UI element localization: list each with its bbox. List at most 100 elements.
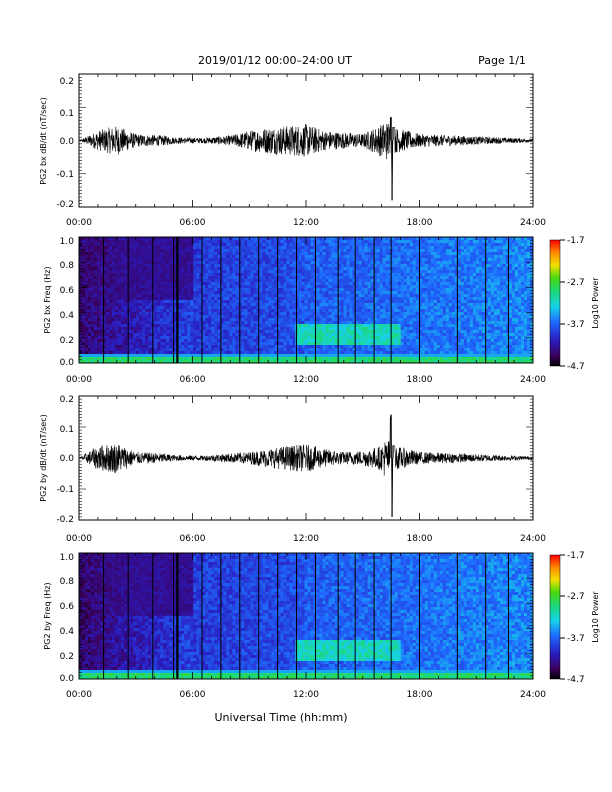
spectrogram-cell — [304, 264, 308, 268]
spectrogram-cell — [253, 324, 257, 328]
spectrogram-cell — [133, 351, 137, 355]
spectrogram-cell — [160, 279, 164, 283]
spectrogram-cell — [97, 255, 101, 259]
spectrogram-cell — [280, 351, 284, 355]
spectrogram-cell — [205, 240, 209, 244]
spectrogram-cell — [382, 324, 387, 328]
spectrogram-cell — [187, 339, 191, 343]
spectrogram-cell — [127, 306, 131, 310]
spectrogram-cell — [91, 327, 95, 331]
spectrogram-cell — [214, 237, 218, 241]
spectrogram-cell — [112, 249, 116, 253]
spectrogram-cell — [202, 327, 206, 331]
spectrogram-cell — [79, 288, 83, 292]
spectrogram-cell — [376, 342, 381, 346]
spectrogram-cell — [286, 327, 290, 331]
spectrogram-cell — [415, 243, 420, 247]
spectrogram-cell — [187, 288, 191, 292]
spectrogram-cell — [283, 285, 287, 289]
spectrogram-cell — [88, 357, 92, 361]
spectrogram-cell — [202, 294, 206, 298]
spectrogram-cell — [340, 285, 344, 289]
spectrogram-cell — [397, 348, 402, 352]
spectrogram-cell — [214, 339, 218, 343]
spectrogram-cell — [412, 246, 417, 250]
spectrogram-cell — [229, 333, 233, 337]
spectrogram-cell — [127, 276, 131, 280]
spectrogram-cell — [415, 339, 420, 343]
spectrogram-cell — [421, 252, 426, 256]
spectrogram-cell — [400, 285, 405, 289]
spectrogram-cell — [244, 282, 248, 286]
spectrogram-cell — [148, 360, 152, 364]
spectrogram-cell — [199, 243, 203, 247]
y-tick-label: 0.1 — [60, 109, 74, 119]
spectrogram-cell — [115, 261, 119, 265]
spectrogram-cell — [202, 309, 206, 313]
spectrogram-cell — [379, 270, 384, 274]
spectrogram-cell — [370, 273, 375, 277]
spectrogram-cell — [358, 354, 363, 358]
spectrogram-cell — [232, 321, 236, 325]
spectrogram-cell — [346, 339, 350, 343]
spectrogram-cell — [289, 279, 293, 283]
spectrogram-cell — [85, 312, 89, 316]
spectrogram-cell — [277, 261, 281, 265]
spectrogram-cell — [115, 357, 119, 361]
spectrogram-cell — [352, 348, 357, 352]
spectrogram-cell — [292, 237, 296, 241]
spectrogram-cell — [409, 321, 414, 325]
spectrogram-cell — [103, 258, 107, 262]
spectrogram-cell — [361, 348, 366, 352]
spectrogram-cell — [421, 315, 426, 319]
spectrogram-cell — [226, 324, 230, 328]
spectrogram-cell — [112, 243, 116, 247]
spectrogram-cell — [280, 309, 284, 313]
spectrogram-cell — [382, 246, 387, 250]
spectrogram-cell — [166, 270, 170, 274]
spectrogram-cell — [391, 336, 396, 340]
spectrogram-cell — [187, 351, 191, 355]
spectrogram-cell — [352, 246, 357, 250]
spectrogram-cell — [403, 306, 408, 310]
spectrogram-cell — [214, 303, 218, 307]
spectrogram-cell — [115, 342, 119, 346]
spectrogram-cell — [394, 315, 399, 319]
spectrogram-cell — [301, 333, 305, 337]
spectrogram-cell — [181, 312, 185, 316]
spectrogram-cell — [250, 252, 254, 256]
spectrogram-cell — [178, 255, 182, 259]
spectrogram-cell — [376, 306, 381, 310]
spectrogram-cell — [325, 273, 329, 277]
spectrogram-cell — [358, 306, 363, 310]
spectrogram-cell — [88, 351, 92, 355]
spectrogram-cell — [307, 360, 311, 364]
spectrogram-cell — [385, 309, 390, 313]
spectrogram-cell — [385, 279, 390, 283]
spectrogram-cell — [79, 237, 83, 241]
spectrogram-cell — [385, 285, 390, 289]
spectrogram-cell — [364, 348, 369, 352]
spectrogram-cell — [91, 270, 95, 274]
spectrogram-cell — [223, 279, 227, 283]
spectrogram-cell — [163, 357, 167, 361]
spectrogram-cell — [124, 273, 128, 277]
spectrogram-cell — [412, 285, 417, 289]
spectrogram-cell — [334, 333, 338, 337]
spectrogram-cell — [208, 327, 212, 331]
spectrogram-cell — [337, 315, 341, 319]
spectrogram-cell — [220, 345, 224, 349]
spectrogram-cell — [412, 354, 417, 358]
spectrogram-cell — [403, 300, 408, 304]
spectrogram-cell — [295, 309, 299, 313]
spectrogram-cell — [247, 333, 251, 337]
spectrogram-cell — [394, 252, 399, 256]
spectrogram-cell — [160, 255, 164, 259]
spectrogram-cell — [178, 243, 182, 247]
spectrogram-cell — [283, 270, 287, 274]
spectrogram-cell — [391, 348, 396, 352]
spectrogram-cell — [325, 237, 329, 241]
spectrogram-cell — [268, 255, 272, 259]
spectrogram-cell — [220, 297, 224, 301]
spectrogram-cell — [355, 291, 360, 295]
